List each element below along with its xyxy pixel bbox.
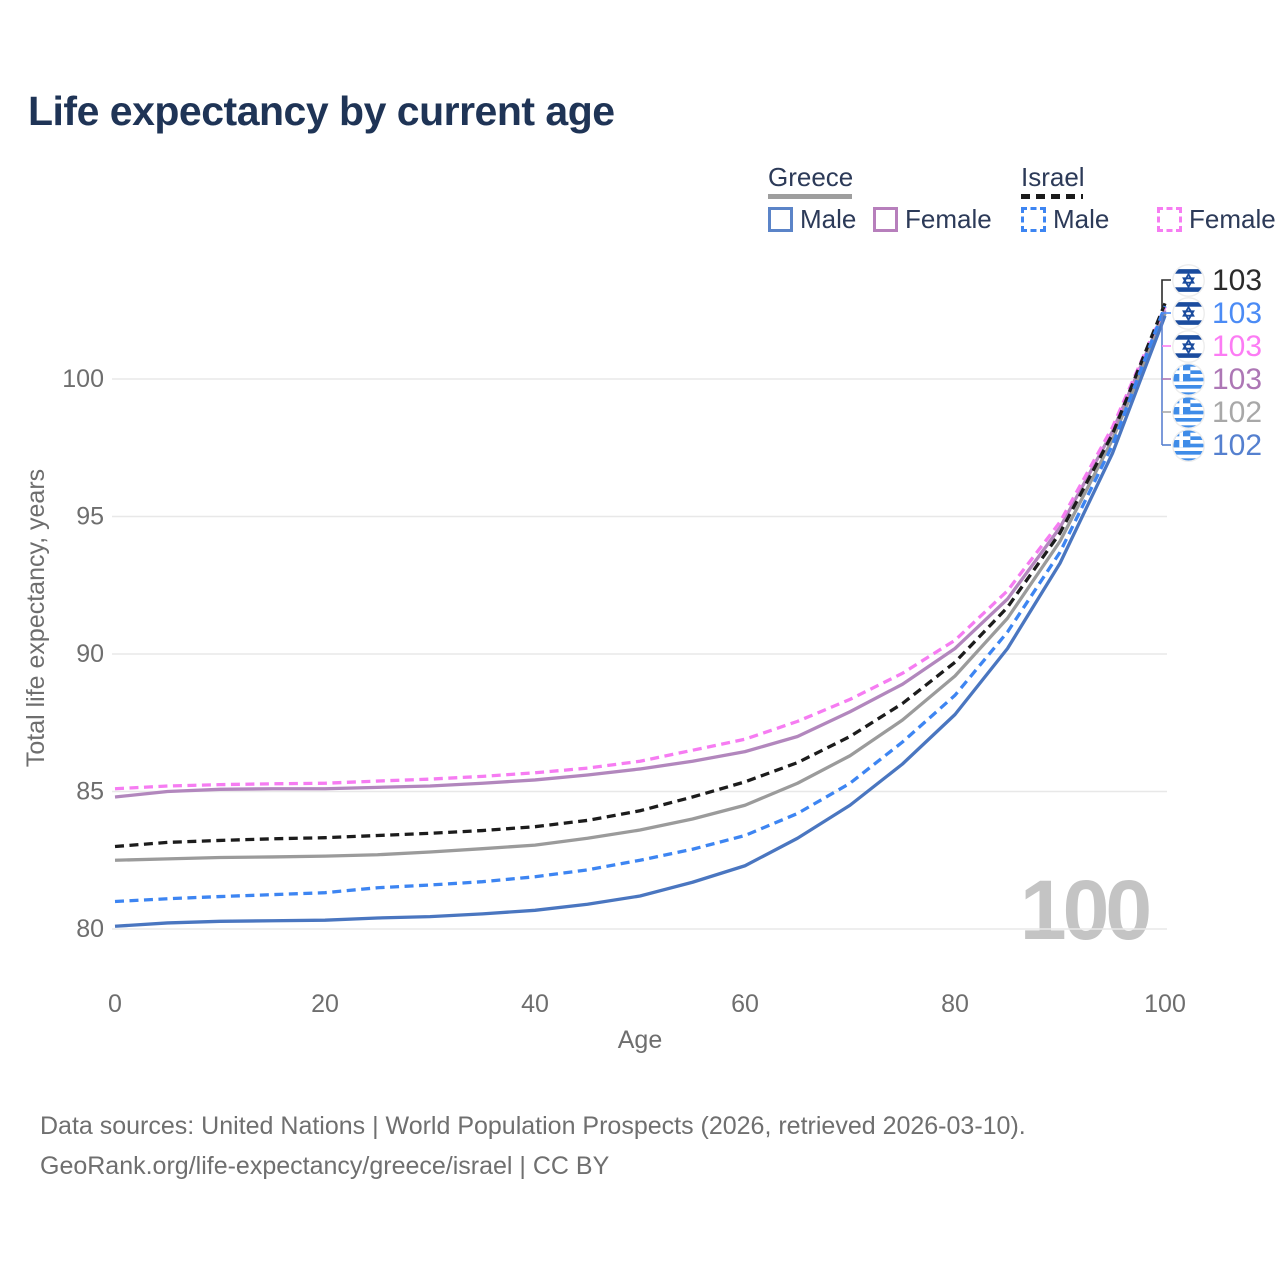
israel-flag-icon	[1172, 296, 1205, 330]
x-tick-label: 40	[521, 990, 549, 1018]
x-axis-title: Age	[618, 1026, 662, 1054]
x-tick-label: 60	[731, 990, 759, 1018]
legend-label-israel-male[interactable]: Male	[1053, 204, 1110, 234]
footer: Data sources: United Nations | World Pop…	[40, 1106, 1026, 1186]
end-label-israel[interactable]: 103	[1172, 263, 1262, 297]
page-title: Life expectancy by current age	[28, 88, 615, 134]
end-label-value: 103	[1212, 362, 1263, 396]
legend-swatch-greece-male[interactable]	[768, 207, 793, 232]
end-label-value: 103	[1212, 329, 1263, 363]
end-label-value: 103	[1212, 296, 1263, 330]
legend-swatch-israel-male[interactable]	[1021, 207, 1046, 232]
x-tick-label: 80	[941, 990, 969, 1018]
series-line-greece-female[interactable]	[114, 309, 1167, 799]
series-line-israel-male[interactable]	[114, 305, 1167, 904]
end-label-value: 103	[1212, 263, 1263, 297]
x-tick-label: 20	[311, 990, 339, 1018]
end-label-israel-female[interactable]: 103	[1172, 329, 1262, 363]
end-label-israel-male[interactable]: 103	[1172, 296, 1262, 330]
y-tick-label: 90	[76, 640, 104, 668]
israel-flag-icon	[1172, 263, 1205, 297]
greece-flag-icon	[1172, 395, 1205, 429]
y-tick-label: 100	[62, 365, 104, 393]
legend-swatch-greece-female[interactable]	[873, 207, 898, 232]
leader-line-top	[1161, 279, 1171, 309]
footer-sources: Data sources: United Nations | World Pop…	[40, 1112, 1026, 1140]
greece-flag-icon	[1172, 428, 1205, 462]
legend-label-greece-female[interactable]: Female	[905, 204, 992, 234]
x-tick-label: 0	[108, 990, 122, 1018]
series-line-greece-male[interactable]	[114, 315, 1167, 928]
greece-flag-icon	[1172, 362, 1205, 396]
y-tick-label: 85	[76, 778, 104, 806]
legend-label-greece-male[interactable]: Male	[800, 204, 857, 234]
age-watermark: 100	[1019, 863, 1152, 957]
end-label-value: 102	[1212, 428, 1263, 462]
y-tick-label: 95	[76, 503, 104, 531]
end-label-value: 102	[1212, 395, 1263, 429]
y-tick-label: 80	[76, 915, 104, 943]
end-label-greece-female[interactable]: 103	[1172, 362, 1262, 396]
end-label-greece[interactable]: 102	[1172, 395, 1262, 429]
end-label-greece-male[interactable]: 102	[1172, 428, 1262, 462]
footer-link: GeoRank.org/life-expectancy/greece/israe…	[40, 1152, 610, 1180]
x-tick-label: 100	[1144, 990, 1186, 1018]
series-line-israel[interactable]	[114, 302, 1167, 849]
series-line-israel-female[interactable]	[114, 306, 1167, 791]
legend-swatch-israel-female[interactable]	[1157, 207, 1182, 232]
legend-group-israel[interactable]: Israel	[1021, 162, 1085, 192]
israel-flag-icon	[1172, 329, 1205, 363]
y-axis-title: Total life expectancy, years	[22, 469, 50, 767]
series-line-greece[interactable]	[114, 312, 1167, 862]
legend-group-greece[interactable]: Greece	[768, 162, 854, 192]
legend-greece-line-swatch	[768, 194, 852, 199]
plot-area: 80 85 90 95 100 0 20 40 60 80 100 Age Total life exp…	[22, 279, 1186, 1054]
legend-israel-line-swatch	[1021, 194, 1083, 199]
legend-label-israel-female[interactable]: Female	[1189, 204, 1276, 234]
